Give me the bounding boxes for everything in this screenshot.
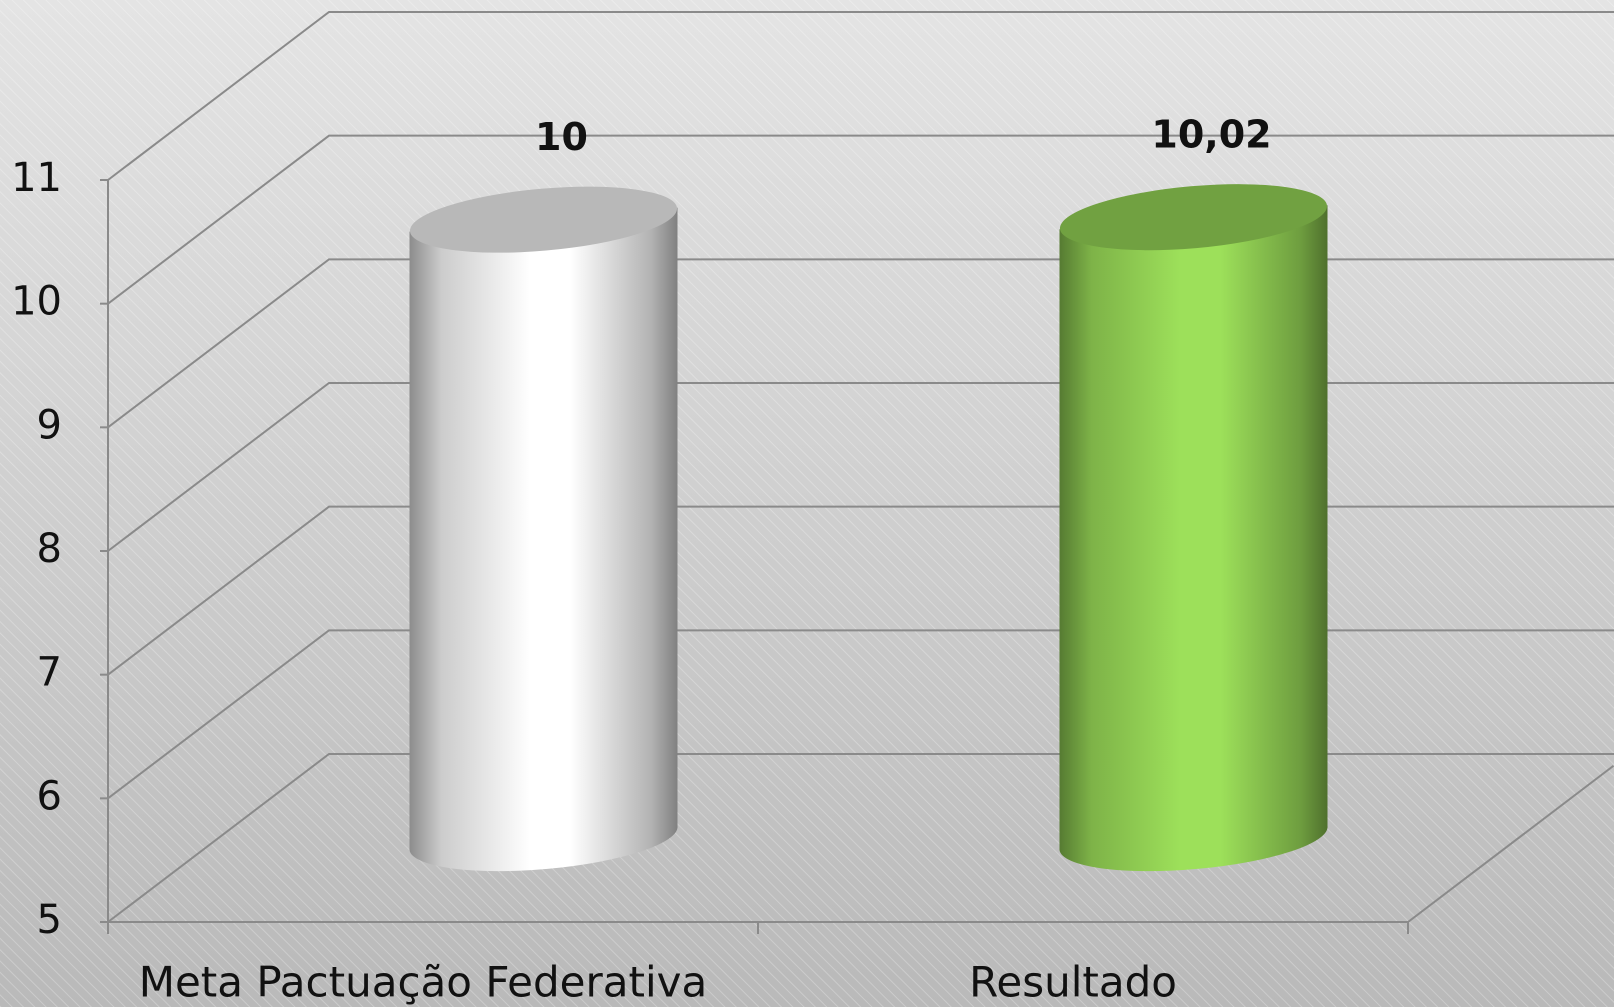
chart: 5 6 7 8 9 10 11 Meta Pactuação Federativa 10 Resu… [0, 0, 1614, 1007]
cylinder-body [410, 208, 678, 871]
value-label: 10,02 [1151, 113, 1271, 157]
y-tick-label: 8 [37, 526, 62, 572]
y-tick-label: 10 [11, 279, 62, 325]
cylinder-body [1060, 205, 1328, 871]
y-tick-label: 5 [37, 897, 62, 943]
y-tick-label: 7 [37, 650, 62, 696]
x-tick-label: Meta Pactuação Federativa [139, 958, 708, 1007]
page: {"chart_data": {"type": "bar3d-cylinder"… [0, 0, 1614, 1007]
background-texture [0, 0, 1614, 1007]
x-tick-label: Resultado [969, 958, 1177, 1007]
y-tick-label: 9 [37, 402, 62, 448]
y-tick-label: 11 [11, 155, 62, 201]
y-tick-label: 6 [37, 773, 62, 819]
value-label: 10 [535, 115, 588, 159]
